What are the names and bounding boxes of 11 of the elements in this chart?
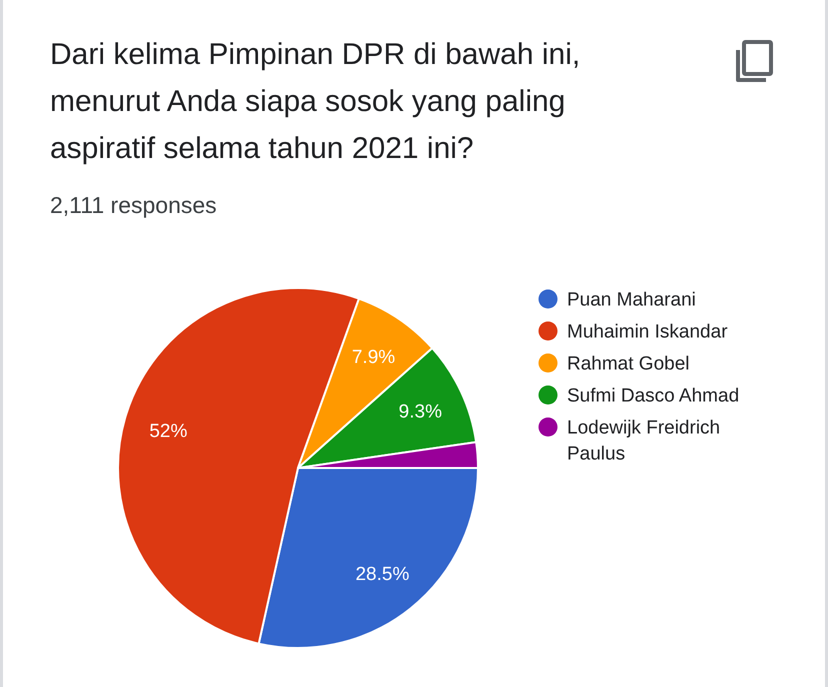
data-label: 9.3% xyxy=(398,402,442,423)
chart-subtitle: 2,111 responses xyxy=(50,192,217,218)
legend-label: Rahmat Gobel xyxy=(567,354,690,375)
legend-label: Lodewijk Freidrich Paulus xyxy=(567,418,720,465)
legend-label: Muhaimin Iskandar xyxy=(567,322,728,343)
legend-label: Puan Maharani xyxy=(567,290,696,311)
data-label: 28.5% xyxy=(355,564,410,586)
data-label: 7.9% xyxy=(352,346,396,368)
legend-label: Sufmi Dasco Ahmad xyxy=(567,386,740,407)
data-label: 52% xyxy=(149,420,188,442)
chart-title: Dari kelima Pimpinan DPR di bawah ini, menurut Anda siapa sosok yang paling aspiratif selama tahun 2021 ini? xyxy=(50,38,580,165)
